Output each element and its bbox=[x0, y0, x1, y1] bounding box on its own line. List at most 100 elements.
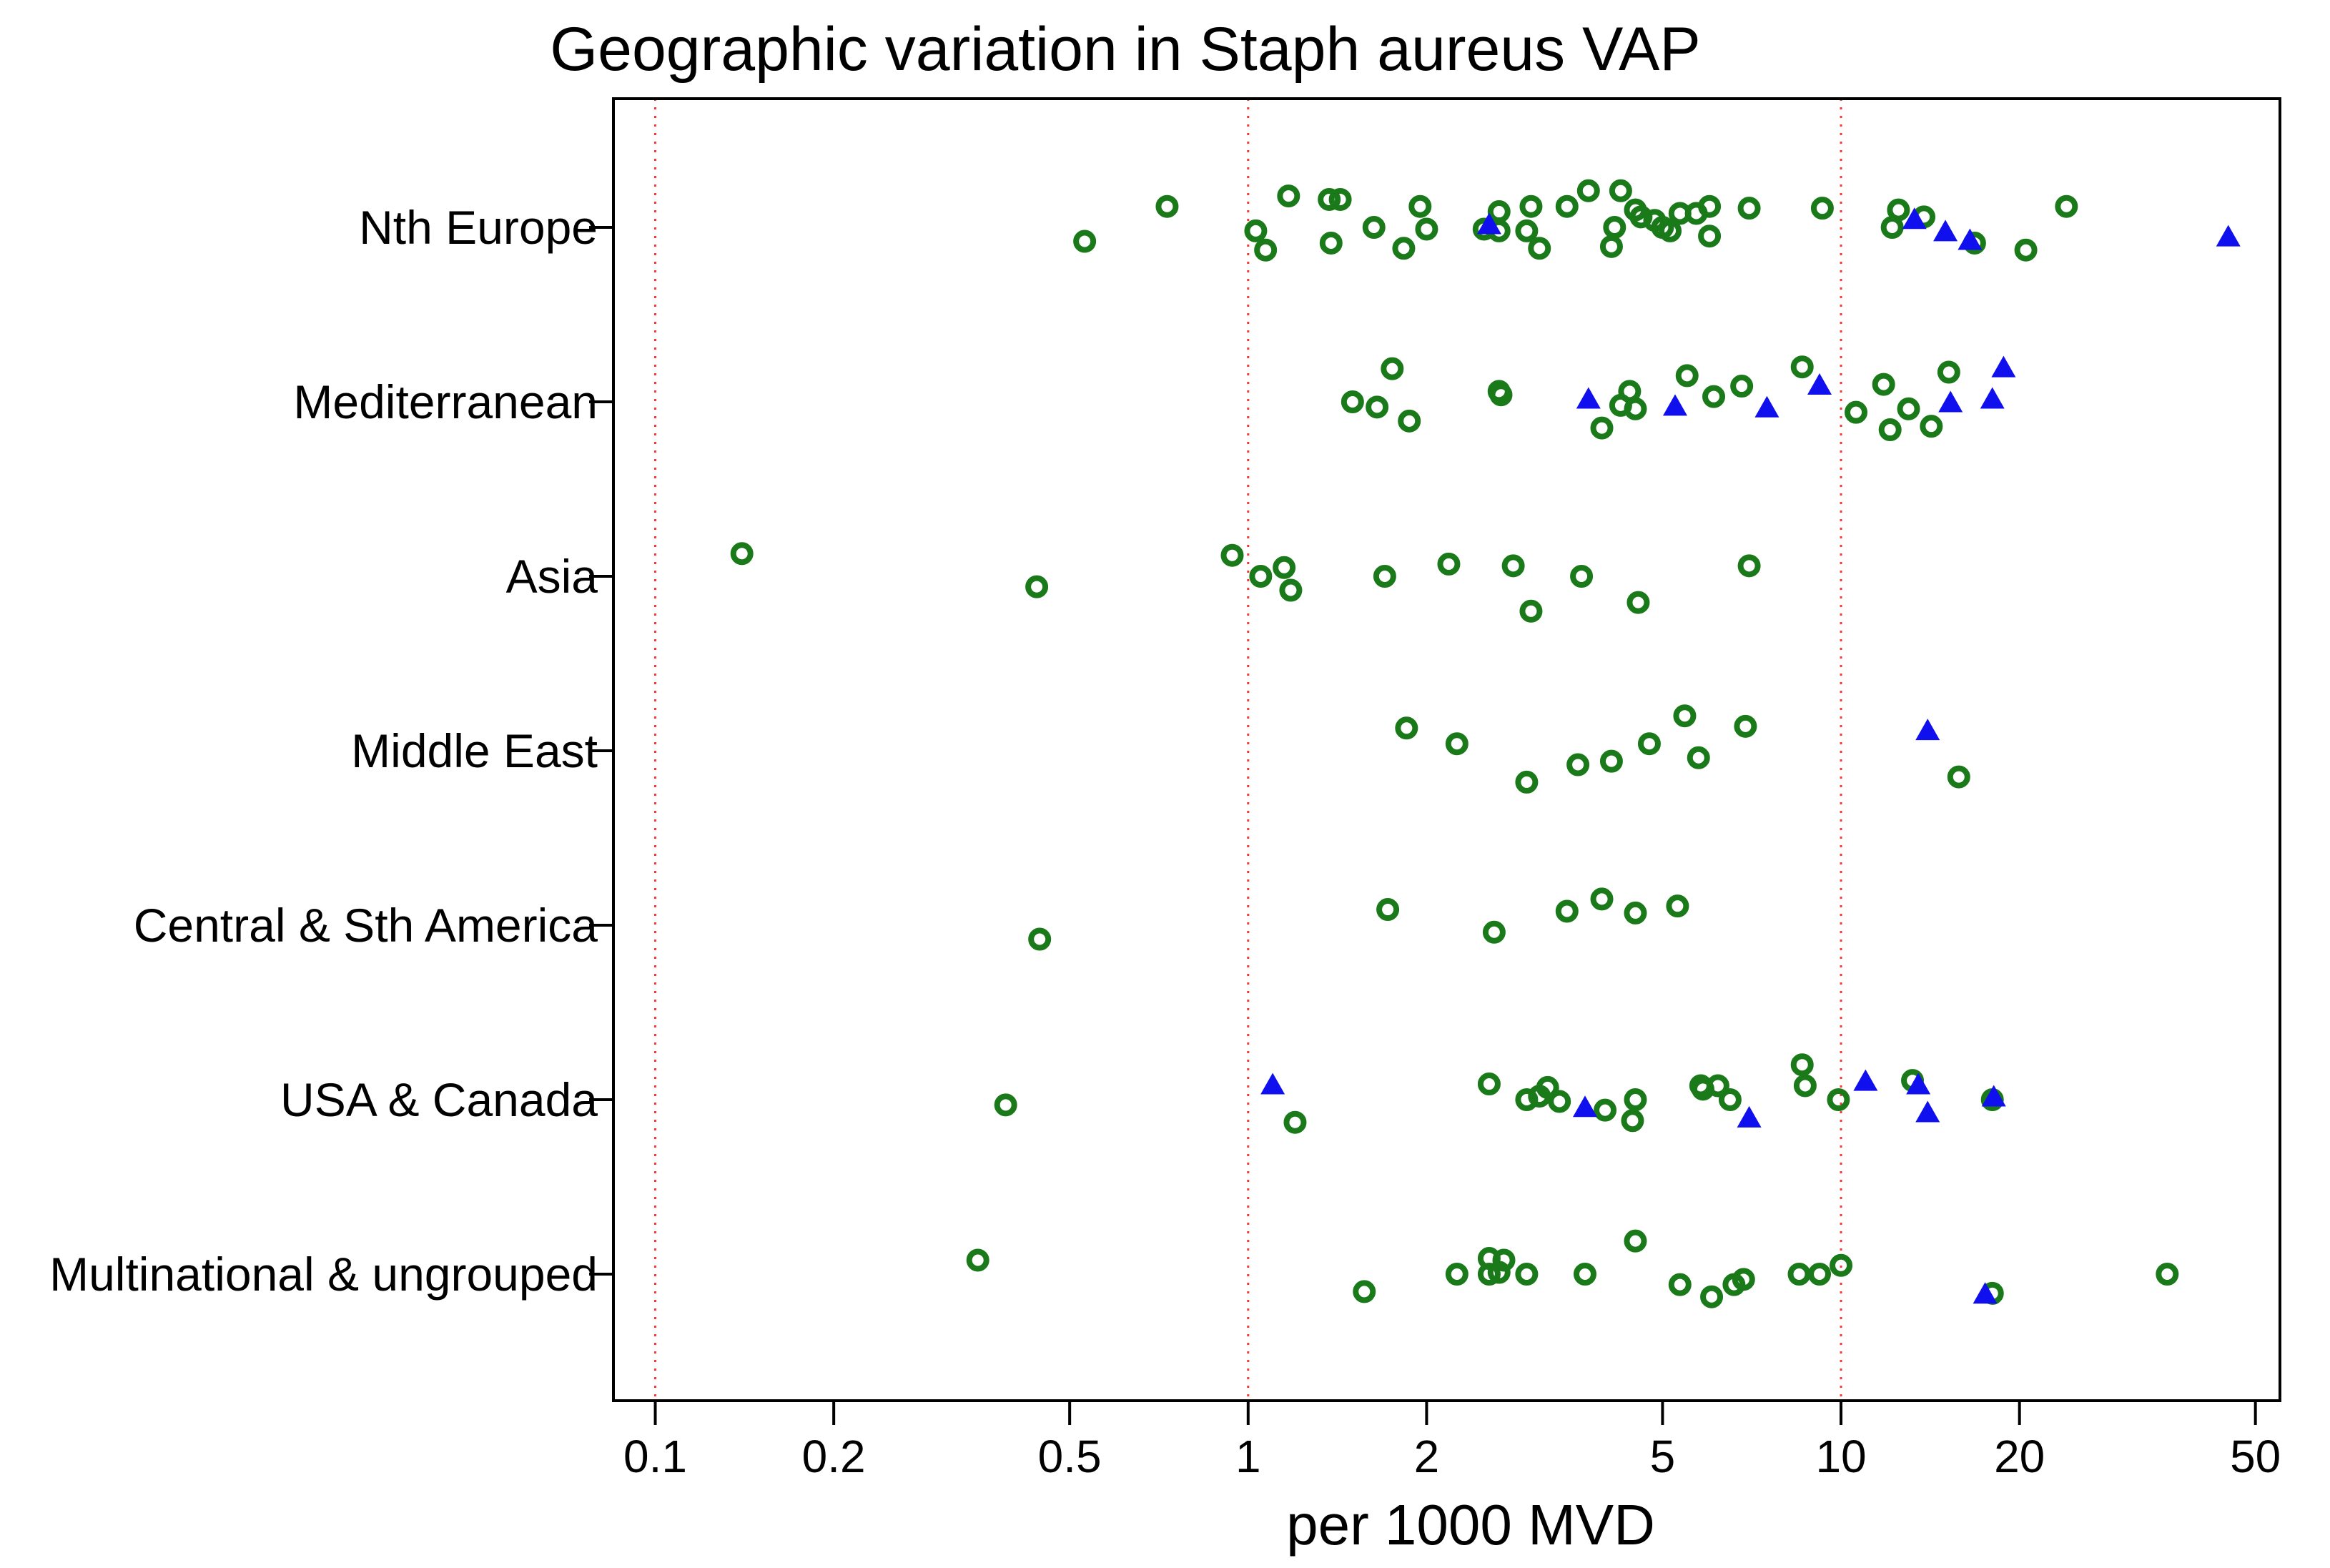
circle-marker bbox=[1810, 197, 1834, 220]
triangle-marker bbox=[1958, 228, 1983, 250]
circle-marker bbox=[1283, 1110, 1307, 1134]
circle-marker bbox=[1341, 390, 1364, 413]
plot-frame bbox=[612, 97, 2281, 1402]
circle-marker bbox=[1624, 901, 1647, 924]
circle-marker bbox=[1878, 418, 1902, 442]
triangle-marker bbox=[1754, 395, 1779, 418]
circle-marker bbox=[1624, 1229, 1647, 1253]
circle-marker bbox=[1702, 385, 1726, 408]
circle-marker bbox=[1737, 197, 1761, 220]
circle-marker bbox=[1373, 565, 1396, 588]
circle-marker bbox=[1706, 1074, 1729, 1098]
category-label: Mediterranean bbox=[293, 375, 598, 428]
triangle-marker bbox=[1981, 1085, 2006, 1107]
circle-marker bbox=[2014, 238, 2038, 262]
triangle-marker bbox=[1915, 1100, 1940, 1123]
circle-marker bbox=[1734, 714, 1757, 738]
circle-marker bbox=[1666, 894, 1689, 918]
circle-marker bbox=[1887, 198, 1910, 222]
circle-marker bbox=[1827, 1088, 1850, 1111]
circle-marker bbox=[1790, 355, 1814, 379]
category-label: Middle East bbox=[351, 724, 598, 777]
circle-marker bbox=[1609, 179, 1632, 202]
triangle-marker bbox=[1572, 1095, 1597, 1118]
circle-marker bbox=[2055, 194, 2078, 218]
circle-marker bbox=[1477, 1263, 1501, 1286]
circle-marker bbox=[1376, 898, 1400, 922]
x-tick-label: 1 bbox=[1235, 1431, 1261, 1482]
circle-marker bbox=[1599, 749, 1623, 773]
circle-marker bbox=[1590, 416, 1614, 440]
circle-marker bbox=[1489, 383, 1513, 407]
triangle-marker bbox=[1853, 1069, 1878, 1091]
circle-marker bbox=[1637, 732, 1661, 756]
circle-marker bbox=[1594, 1098, 1617, 1122]
circle-marker bbox=[1673, 704, 1697, 728]
circle-marker bbox=[1155, 194, 1179, 218]
circle-marker bbox=[1830, 1253, 1853, 1277]
circle-marker bbox=[1555, 899, 1579, 923]
triangle-marker bbox=[1260, 1073, 1285, 1095]
triangle-marker bbox=[1991, 355, 2016, 378]
x-tick-label: 2 bbox=[1414, 1431, 1440, 1482]
circle-marker bbox=[1737, 554, 1761, 578]
circle-marker bbox=[1555, 194, 1579, 218]
category-label: Multinational & ungrouped bbox=[49, 1248, 598, 1301]
circle-marker bbox=[1519, 599, 1543, 623]
circle-marker bbox=[1220, 543, 1244, 567]
circle-marker bbox=[1687, 746, 1710, 769]
triangle-marker bbox=[1938, 390, 1963, 413]
x-tick-label: 0.5 bbox=[1038, 1431, 1102, 1482]
circle-marker bbox=[1408, 194, 1432, 218]
circle-marker bbox=[1381, 357, 1404, 380]
circle-marker bbox=[1536, 1075, 1559, 1099]
circle-marker bbox=[1319, 231, 1343, 255]
circle-marker bbox=[1244, 219, 1268, 242]
circle-marker bbox=[1415, 217, 1438, 241]
circle-marker bbox=[730, 542, 754, 566]
circle-marker bbox=[1501, 554, 1525, 578]
circle-marker bbox=[1254, 238, 1278, 262]
circle-marker bbox=[1028, 927, 1052, 951]
circle-marker bbox=[1626, 591, 1650, 614]
category-labels: Nth Europe Mediterranean Asia Middle East Ce… bbox=[49, 201, 613, 1301]
x-axis: 0.1 0.2 0.5 1 2 5 10 20 50 bbox=[623, 1401, 2281, 1482]
circle-marker bbox=[1920, 415, 1943, 438]
triangle-marker bbox=[1915, 719, 1940, 741]
triangle-marker bbox=[2216, 225, 2241, 247]
circle-marker bbox=[1519, 194, 1543, 218]
triangle-marker bbox=[1902, 207, 1927, 230]
category-label: Asia bbox=[506, 550, 598, 603]
triangle-marker bbox=[1933, 220, 1958, 242]
triangle-marker bbox=[1737, 1105, 1762, 1128]
circle-marker bbox=[1624, 397, 1647, 420]
circle-marker bbox=[1398, 409, 1421, 433]
circle-marker bbox=[1366, 395, 1389, 419]
circle-marker bbox=[1515, 770, 1539, 794]
circle-marker bbox=[1445, 1263, 1468, 1286]
circle-marker bbox=[1599, 235, 1623, 258]
circle-marker bbox=[1603, 216, 1626, 239]
category-label: USA & Canada bbox=[280, 1073, 598, 1126]
circle-marker bbox=[1273, 556, 1296, 579]
circle-marker bbox=[1515, 1263, 1539, 1286]
x-tick-label: 5 bbox=[1650, 1431, 1676, 1482]
x-tick-label: 10 bbox=[1815, 1431, 1866, 1482]
circle-marker bbox=[1787, 1263, 1811, 1286]
circle-marker bbox=[1487, 200, 1511, 224]
x-tick-label: 0.2 bbox=[802, 1431, 866, 1482]
circle-marker bbox=[1621, 1109, 1644, 1133]
circle-marker bbox=[1675, 364, 1699, 388]
category-label: Central & Sth America bbox=[134, 899, 598, 952]
triangle-marker bbox=[1980, 387, 2005, 409]
circle-marker bbox=[1947, 765, 1970, 789]
circle-marker bbox=[1073, 230, 1097, 253]
circle-marker bbox=[1718, 1088, 1742, 1111]
circle-marker bbox=[2156, 1263, 2179, 1286]
circle-marker bbox=[1437, 552, 1461, 576]
circle-marker bbox=[1025, 575, 1049, 598]
circle-marker bbox=[1880, 216, 1904, 239]
circle-marker bbox=[1659, 219, 1682, 242]
circle-marker bbox=[1328, 187, 1352, 211]
reference-lines bbox=[654, 99, 1842, 1401]
